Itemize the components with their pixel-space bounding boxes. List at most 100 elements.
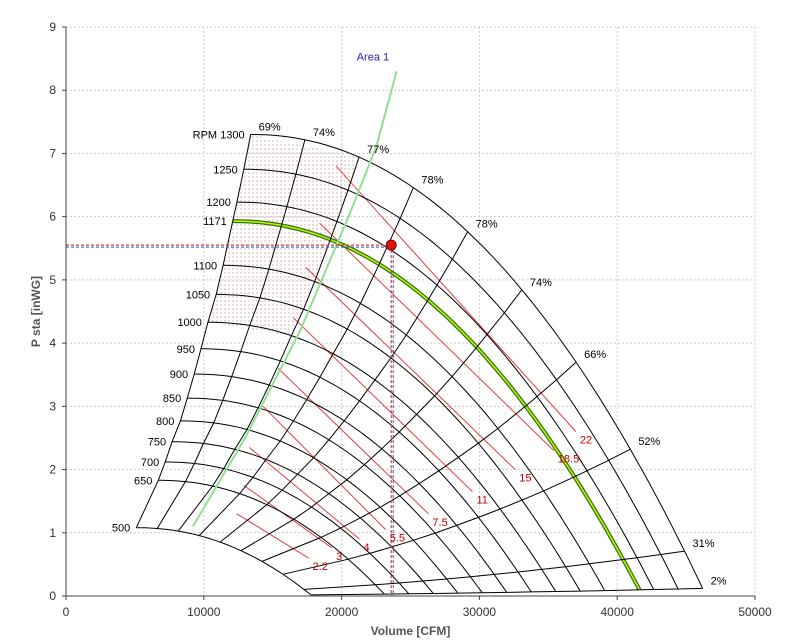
rpm-label: RPM 1300 — [193, 129, 245, 141]
efficiency-label: 78% — [476, 219, 498, 231]
curve-labels: RPM 1300 1250 1200 1171 1100 1050 1000 950 900 85… — [112, 51, 727, 587]
efficiency-label: 52% — [638, 436, 660, 448]
power-label: 11 — [477, 495, 488, 507]
x-tick-label: 30000 — [463, 605, 497, 619]
efficiency-label: 74% — [530, 277, 552, 289]
rpm-curve — [187, 397, 483, 594]
rpm-label: 1100 — [193, 260, 217, 272]
y-tick-label: 2 — [49, 463, 56, 477]
y-tick-label: 9 — [49, 20, 56, 34]
selected-rpm-curve — [232, 220, 641, 591]
efficiency-label: 74% — [313, 127, 335, 139]
x-tick-label: 50000 — [738, 605, 772, 619]
rpm-curve — [236, 201, 655, 590]
power-line — [293, 317, 473, 493]
rpm-label: 800 — [156, 416, 174, 428]
efficiency-label: 66% — [584, 349, 606, 361]
rpm-label: 950 — [177, 344, 195, 356]
power-label: 18.5 — [558, 454, 579, 466]
area-label: Area 1 — [357, 51, 389, 63]
power-line — [335, 165, 577, 432]
efficiency-label: 77% — [367, 144, 389, 156]
area-line-path — [191, 71, 398, 528]
efficiency-line — [177, 156, 360, 532]
y-tick-label: 4 — [49, 336, 56, 350]
area-line — [191, 71, 398, 528]
efficiency-line — [261, 361, 577, 562]
operating-point-group — [66, 239, 397, 596]
rpm-label: 1050 — [186, 289, 210, 301]
y-tick-label: 6 — [49, 210, 56, 224]
power-label: 4 — [364, 542, 370, 554]
rpm-label: 750 — [148, 437, 166, 449]
efficiency-line — [219, 231, 469, 543]
rpm-label: 850 — [163, 393, 181, 405]
rpm-label: 1200 — [206, 197, 230, 209]
operating-point — [385, 239, 397, 251]
axes: 0 10000 20000 30000 40000 50000 0 1 2 3 4 5 6 7 8 9 Volu… — [29, 20, 772, 638]
rpm-label: 650 — [134, 475, 152, 487]
x-tick-label: 0 — [63, 605, 70, 619]
rpm-curve — [207, 321, 557, 592]
rpm-curve — [194, 373, 508, 593]
rpm-curve — [243, 168, 679, 590]
rpm-curve — [180, 420, 459, 594]
rpm-curve — [201, 348, 532, 593]
efficiency-line — [198, 187, 414, 536]
rpm-curve — [165, 461, 410, 595]
y-tick-label: 0 — [49, 589, 56, 603]
x-tick-label: 40000 — [601, 605, 635, 619]
efficiency-line — [310, 587, 703, 596]
rpm-curve — [223, 264, 606, 591]
power-line — [319, 222, 555, 451]
efficiency-label: 69% — [259, 121, 281, 133]
rpm-curve — [250, 134, 704, 589]
power-lines — [236, 165, 577, 559]
y-tick-label: 3 — [49, 399, 56, 413]
power-label: 2.2 — [313, 561, 328, 573]
efficiency-line — [303, 550, 685, 590]
power-label: 3 — [336, 551, 342, 563]
y-axis-title: P sta [inWG] — [29, 276, 43, 347]
efficiency-line — [135, 134, 252, 528]
rpm-curve — [216, 293, 581, 592]
rpm-label: 1250 — [213, 164, 237, 176]
rpm-curve — [136, 527, 312, 596]
x-tick-label: 10000 — [187, 605, 221, 619]
hatched-region — [207, 134, 360, 336]
efficiency-line — [156, 139, 306, 529]
power-label: 5.5 — [390, 533, 405, 545]
power-line — [277, 368, 429, 515]
efficiency-lines — [135, 134, 703, 596]
power-line — [262, 405, 387, 530]
efficiency-line — [240, 289, 523, 552]
power-line — [248, 447, 360, 540]
efficiency-line — [282, 448, 631, 575]
y-tick-label: 5 — [49, 273, 56, 287]
x-tick-label: 20000 — [325, 605, 359, 619]
x-axis-title: Volume [CFM] — [371, 624, 451, 638]
y-tick-label: 8 — [49, 83, 56, 97]
power-label: 7.5 — [432, 517, 447, 529]
power-label: 15 — [519, 473, 531, 485]
y-tick-label: 1 — [49, 526, 56, 540]
efficiency-label: 31% — [693, 538, 715, 550]
rpm-label: 1171 — [203, 216, 227, 228]
rpm-curve — [172, 441, 434, 594]
power-line — [305, 266, 516, 470]
power-line — [236, 513, 309, 559]
rpm-label: 500 — [112, 523, 130, 535]
hatched-region-fill — [207, 134, 360, 336]
rpm-label: 700 — [141, 457, 159, 469]
efficiency-label: 2% — [711, 575, 727, 587]
grid — [66, 26, 756, 596]
rpm-curves — [136, 134, 704, 596]
y-tick-label: 7 — [49, 146, 56, 160]
rpm-label: 1000 — [177, 317, 201, 329]
rpm-label: 900 — [170, 369, 188, 381]
power-line — [243, 484, 333, 549]
efficiency-label: 78% — [421, 175, 443, 187]
rpm-curve — [158, 479, 385, 595]
power-label: 22 — [580, 435, 592, 447]
